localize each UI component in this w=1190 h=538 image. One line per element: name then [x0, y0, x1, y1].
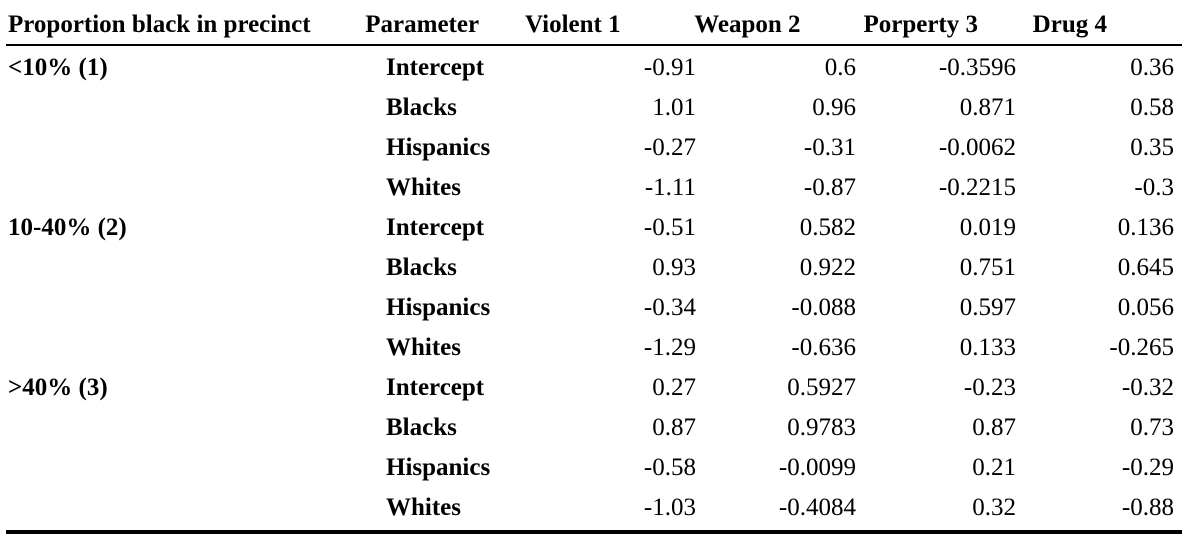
cell-property: 0.87 [972, 414, 1016, 441]
cell-weapon: -0.088 [791, 294, 856, 321]
cell-violent: -0.27 [643, 134, 696, 161]
cell-weapon: 0.5927 [787, 374, 856, 401]
cell-weapon: -0.31 [803, 134, 856, 161]
row-group: <10% (1) [8, 54, 108, 81]
cell-drug: 0.645 [1117, 254, 1174, 281]
cell-drug: 0.35 [1130, 134, 1174, 161]
cell-drug: -0.3 [1134, 174, 1174, 201]
cell-weapon: 0.582 [799, 214, 856, 241]
cell-drug: 0.36 [1130, 54, 1174, 81]
cell-violent: -1.11 [644, 174, 696, 201]
results-table: Proportion black in precinct Parameter V… [6, 6, 1182, 534]
cell-property: -0.0062 [938, 134, 1016, 161]
cell-property: 0.32 [972, 494, 1016, 521]
cell-property: 0.019 [959, 214, 1016, 241]
cell-violent: -1.29 [643, 334, 696, 361]
row-parameter: Hispanics [386, 454, 491, 481]
cell-weapon: 0.6 [824, 54, 856, 81]
cell-drug: 0.73 [1130, 414, 1174, 441]
cell-weapon: -0.636 [791, 334, 856, 361]
cell-violent: -0.91 [643, 54, 696, 81]
cell-property: 0.751 [959, 254, 1016, 281]
table-row: >40% (3) Intercept 0.27 0.5927 -0.23 -0.… [6, 368, 1182, 408]
cell-violent: 0.27 [652, 374, 696, 401]
cell-weapon: -0.4084 [778, 494, 856, 521]
table-row: Whites -1.29 -0.636 0.133 -0.265 [6, 328, 1182, 368]
row-group: >40% (3) [8, 374, 108, 401]
cell-drug: -0.88 [1121, 494, 1174, 521]
row-parameter: Blacks [386, 254, 457, 281]
cell-property: 0.597 [959, 294, 1016, 321]
cell-property: -0.23 [963, 374, 1016, 401]
cell-violent: -0.58 [643, 454, 696, 481]
table-row: Whites -1.11 -0.87 -0.2215 -0.3 [6, 168, 1182, 208]
header-violent: Violent 1 [525, 11, 621, 38]
table-row: Blacks 0.87 0.9783 0.87 0.73 [6, 408, 1182, 448]
cell-weapon: 0.922 [799, 254, 856, 281]
row-parameter: Whites [386, 334, 461, 361]
cell-drug: -0.265 [1109, 334, 1174, 361]
header-property: Porperty 3 [863, 11, 978, 38]
cell-property: 0.133 [959, 334, 1016, 361]
row-parameter: Whites [386, 494, 461, 521]
cell-weapon: -0.87 [803, 174, 856, 201]
table-row: 10-40% (2) Intercept -0.51 0.582 0.019 0… [6, 208, 1182, 248]
cell-drug: 0.58 [1130, 94, 1174, 121]
header-parameter: Parameter [365, 11, 480, 38]
table-header-row: Proportion black in precinct Parameter V… [6, 6, 1182, 44]
cell-drug: -0.29 [1121, 454, 1174, 481]
cell-drug: 0.056 [1117, 294, 1174, 321]
table-row: Blacks 1.01 0.96 0.871 0.58 [6, 88, 1182, 128]
cell-property: -0.2215 [938, 174, 1016, 201]
table-row: Whites -1.03 -0.4084 0.32 -0.88 [6, 488, 1182, 528]
header-drug: Drug 4 [1032, 11, 1107, 38]
cell-violent: -1.03 [643, 494, 696, 521]
cell-property: -0.3596 [938, 54, 1016, 81]
cell-weapon: -0.0099 [778, 454, 856, 481]
row-group: 10-40% (2) [8, 214, 127, 241]
table-row: Hispanics -0.58 -0.0099 0.21 -0.29 [6, 448, 1182, 488]
cell-weapon: 0.96 [812, 94, 856, 121]
bottom-rule [6, 530, 1182, 534]
cell-drug: 0.136 [1117, 214, 1174, 241]
row-parameter: Blacks [386, 414, 457, 441]
header-rule [6, 44, 1182, 46]
cell-violent: 0.93 [652, 254, 696, 281]
cell-property: 0.871 [959, 94, 1016, 121]
row-parameter: Hispanics [386, 294, 491, 321]
table-row: Hispanics -0.27 -0.31 -0.0062 0.35 [6, 128, 1182, 168]
cell-violent: 0.87 [652, 414, 696, 441]
row-parameter: Whites [386, 174, 461, 201]
header-group: Proportion black in precinct [8, 11, 311, 38]
table-row: <10% (1) Intercept -0.91 0.6 -0.3596 0.3… [6, 48, 1182, 88]
table-row: Hispanics -0.34 -0.088 0.597 0.056 [6, 288, 1182, 328]
row-parameter: Intercept [386, 214, 485, 241]
row-parameter: Blacks [386, 94, 457, 121]
table-body: <10% (1) Intercept -0.91 0.6 -0.3596 0.3… [6, 46, 1182, 528]
header-weapon: Weapon 2 [694, 11, 801, 38]
cell-drug: -0.32 [1121, 374, 1174, 401]
row-parameter: Intercept [386, 374, 485, 401]
cell-property: 0.21 [972, 454, 1016, 481]
cell-violent: -0.51 [643, 214, 696, 241]
row-parameter: Intercept [386, 54, 485, 81]
cell-violent: -0.34 [643, 294, 696, 321]
row-parameter: Hispanics [386, 134, 491, 161]
cell-weapon: 0.9783 [787, 414, 856, 441]
cell-violent: 1.01 [652, 94, 696, 121]
table-row: Blacks 0.93 0.922 0.751 0.645 [6, 248, 1182, 288]
